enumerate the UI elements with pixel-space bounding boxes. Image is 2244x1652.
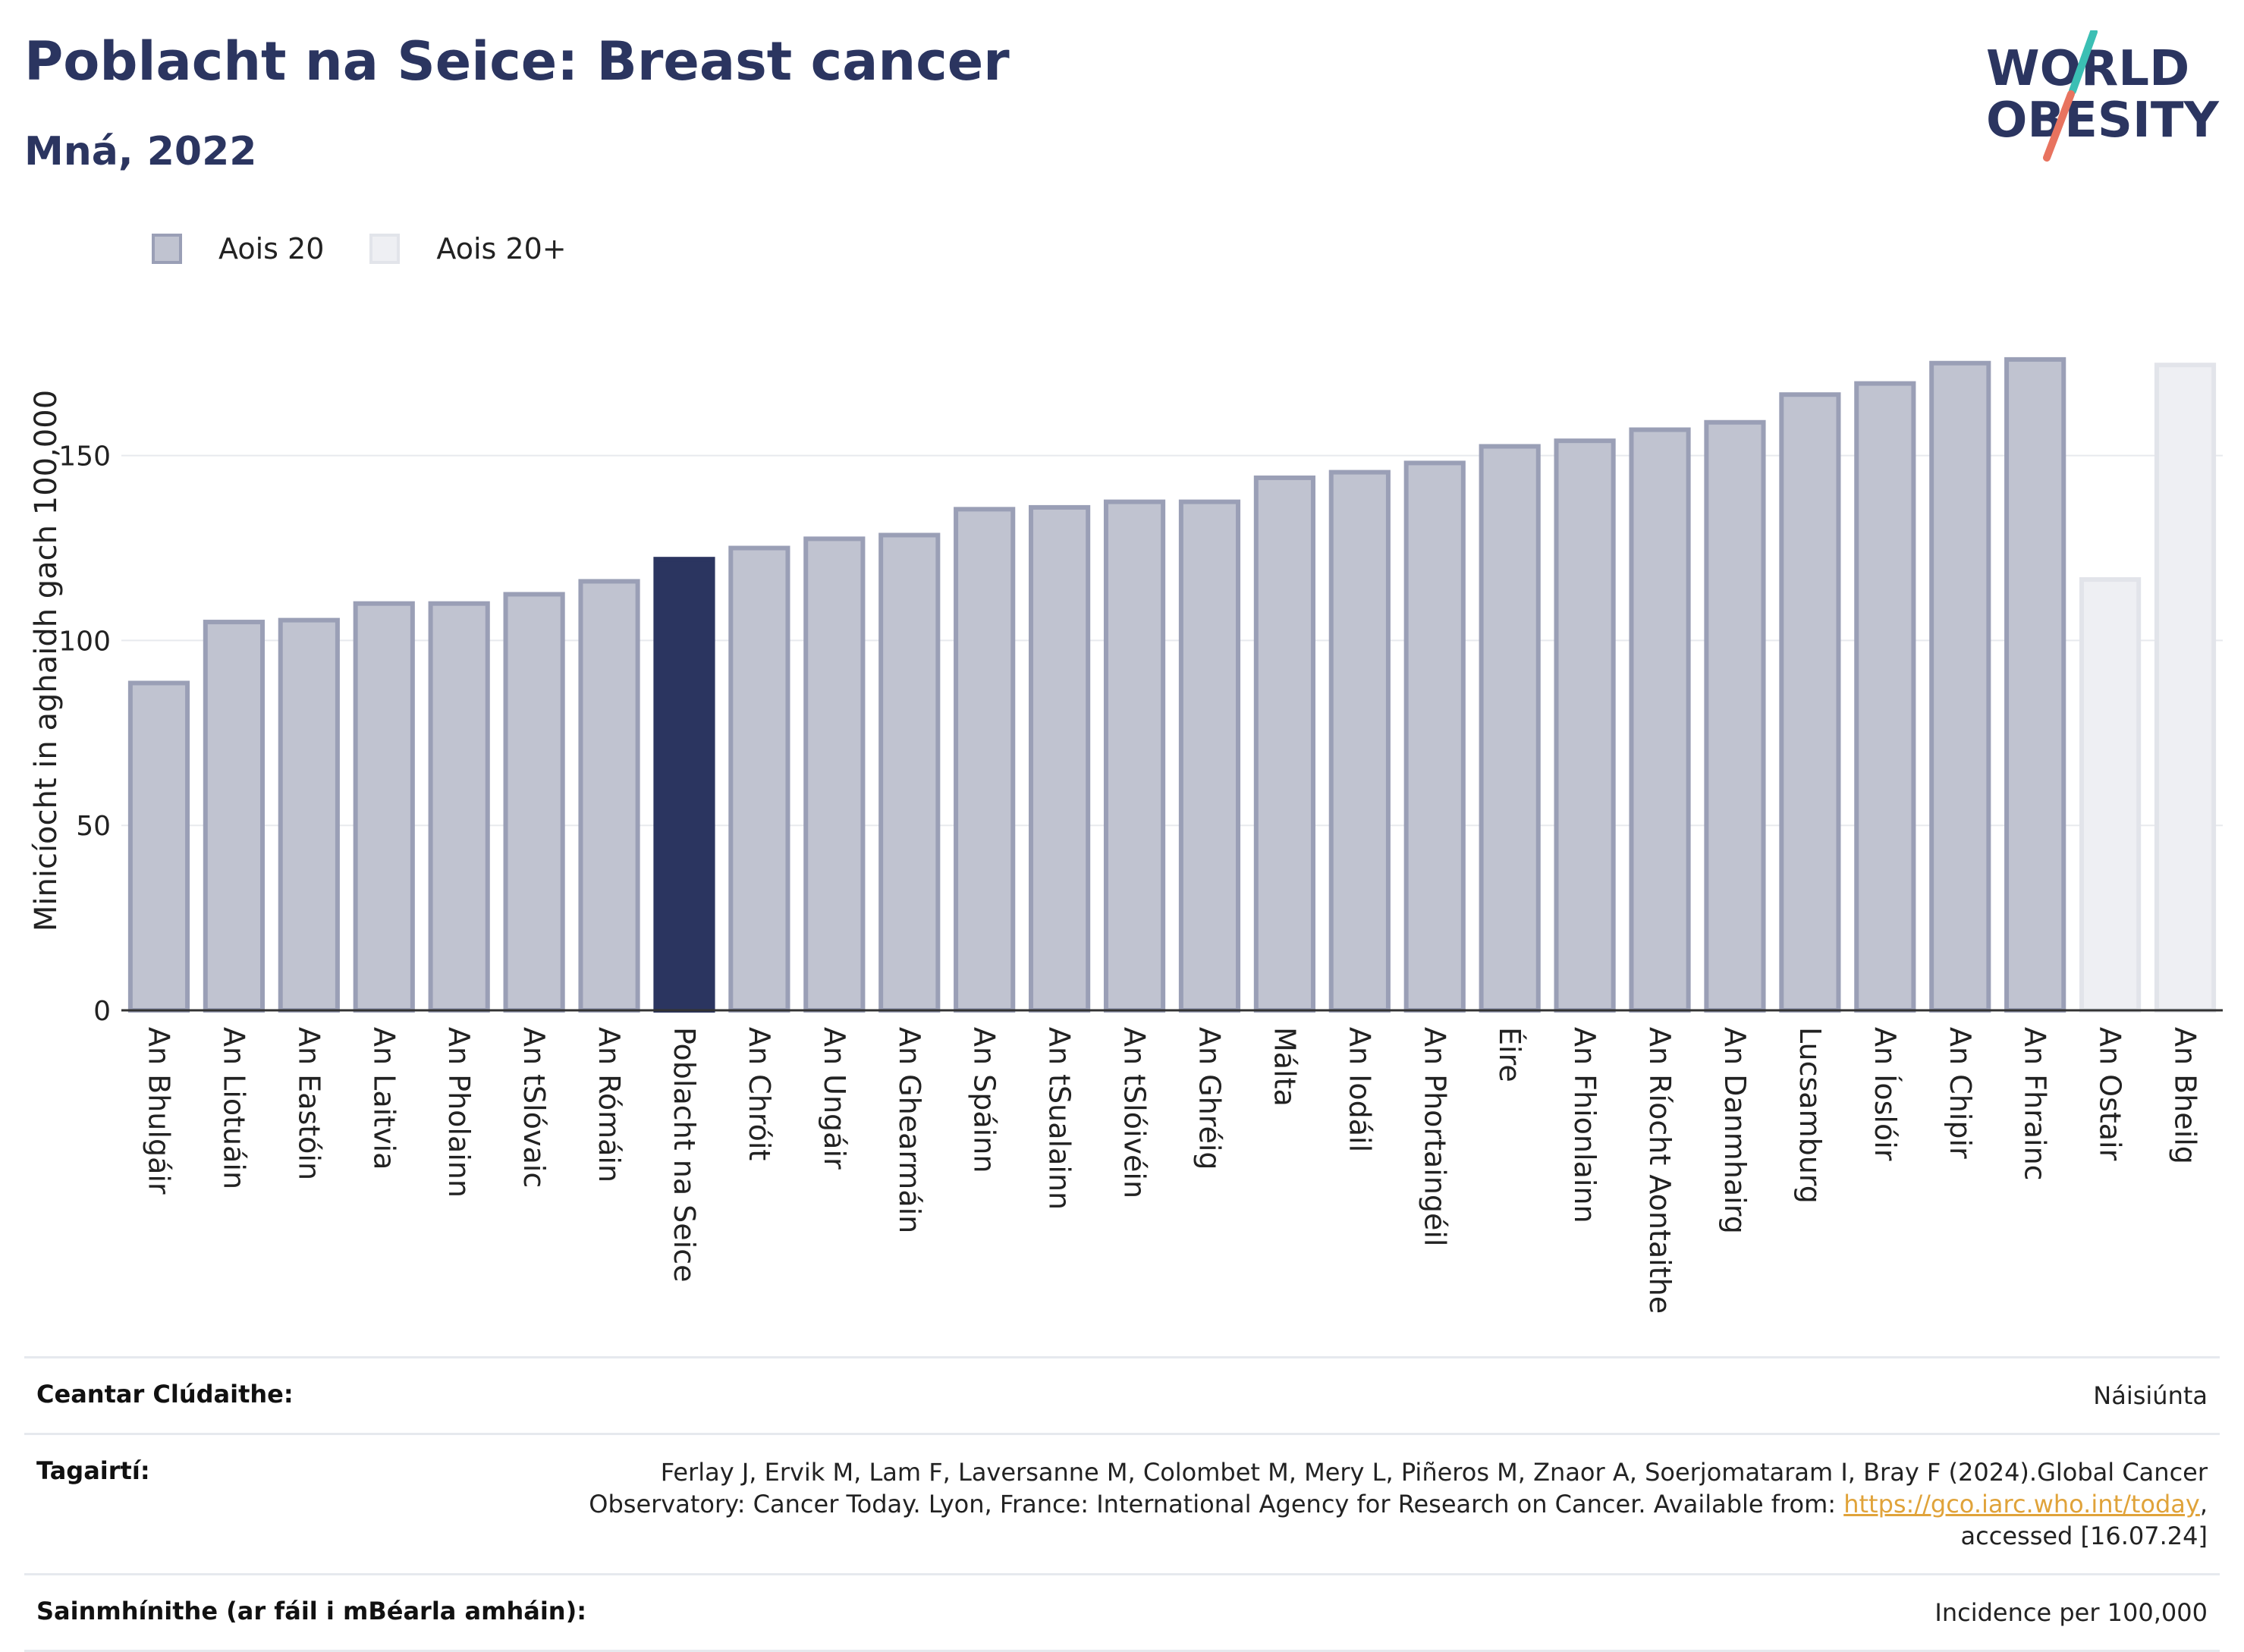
x-tick-label: An Ghréig	[1193, 1027, 1226, 1170]
info-row-coverage: Ceantar Clúdaithe: Náisiúnta	[24, 1358, 2220, 1435]
y-tick-label: 0	[93, 996, 111, 1027]
x-tick-label: An Ostair	[2094, 1027, 2127, 1161]
x-tick-label: An tSualainn	[1043, 1027, 1076, 1210]
y-tick-label: 100	[58, 626, 111, 657]
x-tick-label: Éire	[1493, 1027, 1526, 1082]
x-tick-label: An Bhulgáir	[142, 1027, 175, 1195]
x-tick-label: Poblacht na Seice	[668, 1027, 701, 1283]
bar	[503, 592, 565, 1013]
x-tick-label: An Phortaingéil	[1418, 1027, 1451, 1246]
y-axis-label: Minicíocht in aghaidh gach 100,000	[29, 390, 64, 931]
x-tick-label: An Iodáil	[1343, 1027, 1376, 1152]
bar	[1178, 499, 1241, 1013]
bar	[578, 579, 640, 1013]
x-tick-label: Lucsamburg	[1793, 1027, 1827, 1204]
x-tick-label: An Liotuáin	[217, 1027, 250, 1189]
coverage-value: Náisiúnta	[2093, 1381, 2208, 1410]
bar	[1029, 504, 1091, 1013]
bar	[1103, 499, 1166, 1013]
x-tick-label: An Eastóin	[292, 1027, 325, 1180]
bar	[353, 601, 415, 1013]
x-tick-label: An Ríocht Aontaithe	[1643, 1027, 1677, 1314]
bar	[1929, 360, 1991, 1013]
bar	[1629, 427, 1691, 1013]
bar	[2154, 363, 2217, 1013]
logo-coral-stroke	[2043, 90, 2075, 162]
legend-item-series-1[interactable]: Aois 20	[152, 232, 324, 265]
x-tick-label: An tSlóivéin	[1118, 1027, 1152, 1198]
page-title: Poblacht na Seice: Breast cancer	[24, 30, 1010, 93]
references-value: Ferlay J, Ervik M, Lam F, Laversanne M, …	[539, 1456, 2208, 1552]
y-tick-label: 50	[76, 811, 111, 842]
references-text-1: Ferlay J, Ervik M, Lam F, Laversanne M, …	[589, 1458, 2208, 1519]
x-tick-label: An Fhionlainn	[1568, 1027, 1601, 1223]
x-tick-label: An Fhrainc	[2019, 1027, 2052, 1181]
legend-label-series-1: Aois 20	[218, 232, 325, 265]
info-table: Ceantar Clúdaithe: Náisiúnta Tagairtí: F…	[24, 1356, 2220, 1652]
x-tick-label: An Chipir	[1944, 1027, 1977, 1159]
legend-label-series-2: Aois 20+	[436, 232, 567, 265]
references-text-2: , accessed [16.07.24]	[1960, 1490, 2208, 1550]
bar	[878, 532, 941, 1013]
x-tick-label: An Laitvia	[367, 1027, 401, 1170]
bar	[1779, 392, 1841, 1013]
x-tick-label: An Pholainn	[442, 1027, 476, 1198]
bar	[653, 557, 715, 1013]
references-label: Tagairtí:	[36, 1456, 150, 1485]
bar	[1479, 444, 1541, 1013]
x-tick-label: An Rómáin	[592, 1027, 626, 1182]
chart-legend: Aois 20 Aois 20+	[152, 226, 612, 272]
bar	[1328, 470, 1391, 1013]
bar	[803, 536, 866, 1013]
info-row-references: Tagairtí: Ferlay J, Ervik M, Lam F, Lave…	[24, 1435, 2220, 1575]
x-tick-label: An Danmhairg	[1718, 1027, 1752, 1234]
x-tick-label: An Bheilg	[2169, 1027, 2202, 1164]
bar	[1854, 381, 1916, 1013]
x-tick-label: An Íoslóir	[1868, 1027, 1902, 1161]
bar	[1403, 460, 1466, 1013]
bar	[203, 620, 265, 1013]
logo-line2: OBESITY	[1986, 93, 2219, 149]
page-subtitle: Mná, 2022	[24, 129, 257, 174]
world-obesity-logo: WORLD OBESITY	[1986, 30, 2219, 162]
bar	[728, 545, 790, 1013]
y-tick-label: 150	[58, 441, 111, 473]
bar	[127, 680, 190, 1013]
x-tick-label: An Chróit	[743, 1027, 776, 1160]
bar	[954, 507, 1016, 1013]
references-link[interactable]: https://gco.iarc.who.int/today	[1843, 1490, 2200, 1519]
legend-item-series-2[interactable]: Aois 20+	[369, 232, 567, 265]
bar	[1554, 438, 1616, 1013]
definitions-value: Incidence per 100,000	[1934, 1598, 2208, 1627]
bar	[1253, 475, 1315, 1013]
logo-teal-stroke	[2069, 30, 2098, 95]
x-tick-label: An Ungáir	[818, 1027, 851, 1170]
x-tick-label: Málta	[1268, 1027, 1301, 1107]
bar	[2004, 356, 2066, 1013]
bar	[278, 617, 340, 1013]
bar	[2079, 576, 2142, 1013]
legend-swatch-series-2	[369, 234, 401, 264]
x-tick-label: An Spáinn	[968, 1027, 1001, 1173]
definitions-label: Sainmhínithe (ar fáil i mBéarla amháin):	[36, 1597, 586, 1625]
info-row-definitions: Sainmhínithe (ar fáil i mBéarla amháin):…	[24, 1575, 2220, 1652]
bar	[428, 601, 490, 1013]
legend-swatch-series-1	[152, 234, 182, 264]
x-tick-label: An tSlóvaic	[517, 1027, 551, 1188]
x-tick-label: An Ghearmáin	[893, 1027, 926, 1233]
coverage-label: Ceantar Clúdaithe:	[36, 1380, 294, 1409]
bar	[1704, 419, 1766, 1013]
